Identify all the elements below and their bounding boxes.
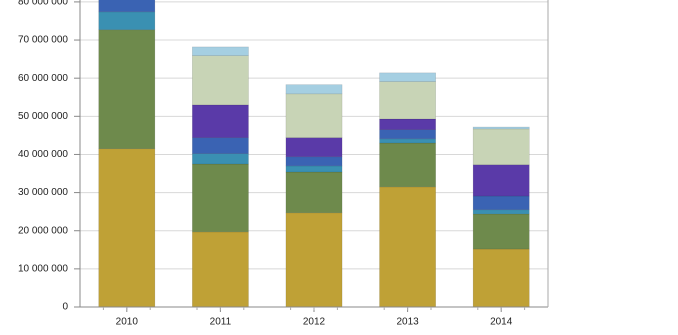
bar-segment [472,213,530,250]
bar-segment [285,84,343,95]
bar-segment [285,93,343,138]
bar-segment [192,163,249,233]
y-tick-label: 10 000 000 [18,264,68,275]
bar-segment [472,126,530,130]
bar-segment [285,212,343,308]
bar-segment [285,165,343,173]
bar-segment [285,171,343,214]
bar-segment [379,72,436,82]
bar-segment [472,164,530,197]
x-tick-label: 2012 [303,317,326,328]
bar-segment [379,142,436,188]
bar-segment [98,0,156,13]
bar-segment [98,29,156,150]
x-tick-label: 2011 [210,317,232,328]
bar-segment [472,195,530,211]
y-tick-label: 70 000 000 [18,35,68,46]
bar-segment [192,55,249,106]
bar-segment [472,248,530,308]
bar-segment [379,138,436,144]
bar-segment [192,231,249,308]
y-tick-label: 20 000 000 [18,225,68,236]
bar-segment [379,129,436,140]
x-tick-label: 2013 [396,317,419,328]
y-tick-label: 80 000 000 [18,0,68,8]
bar-segment [192,137,249,154]
bars [98,0,530,308]
bar-segment [192,153,249,165]
bar-segment [98,148,156,308]
bar-segment [379,81,436,120]
bar-segment [285,156,343,167]
bar-segment [98,11,156,31]
y-tick-label: 30 000 000 [18,187,68,198]
bar-segment [472,128,530,166]
bar-segment [472,209,530,215]
y-tick-label: 40 000 000 [18,149,68,160]
bar-segment [192,46,249,56]
bar-segment [285,137,343,158]
y-tick-label: 60 000 000 [18,73,68,84]
x-tick-label: 2010 [116,317,139,328]
y-tick-label: 0 [62,302,68,313]
x-tick-label: 2014 [490,317,513,328]
bar-segment [192,104,249,138]
bar-segment [379,118,436,130]
bar-segment [379,186,436,308]
y-tick-label: 50 000 000 [18,111,68,122]
